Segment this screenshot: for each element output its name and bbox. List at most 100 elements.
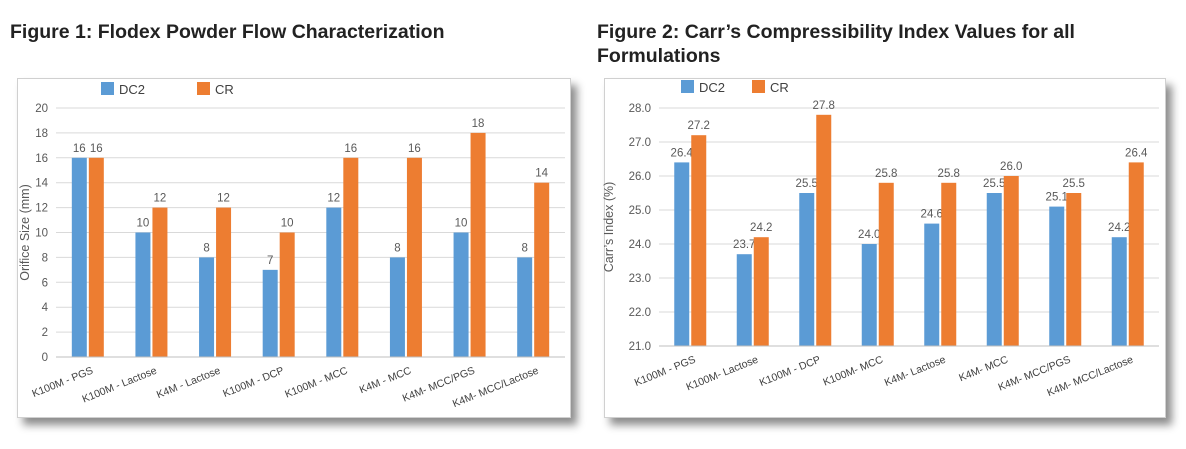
y-tick-label: 0 bbox=[42, 352, 48, 364]
y-tick-label: 22.0 bbox=[629, 307, 651, 319]
bar-dc2 bbox=[1111, 237, 1127, 346]
x-tick-label: K4M- Lactose bbox=[883, 354, 948, 389]
bar-cr bbox=[1128, 162, 1144, 346]
x-tick-label: K4M - Lactose bbox=[155, 365, 222, 402]
bar-dc2 bbox=[389, 257, 405, 357]
bar-dc2 bbox=[924, 223, 940, 346]
data-label: 8 bbox=[203, 242, 209, 254]
x-tick-label: K100M- Lactose bbox=[684, 354, 760, 394]
bar-dc2 bbox=[326, 207, 342, 357]
bar-dc2 bbox=[517, 257, 533, 357]
x-tick-label: K100M- MCC bbox=[821, 354, 885, 389]
figure-2-title: Figure 2: Carr’s Compressibility Index V… bbox=[597, 21, 1075, 67]
bar-cr bbox=[470, 132, 486, 357]
x-tick-label: K100M - DCP bbox=[758, 354, 823, 389]
y-tick-label: 21.0 bbox=[629, 341, 651, 353]
y-tick-label: 28.0 bbox=[629, 103, 651, 115]
data-label: 8 bbox=[394, 242, 400, 254]
bar-cr bbox=[279, 232, 295, 357]
data-label: 10 bbox=[281, 218, 294, 230]
data-label: 26.4 bbox=[671, 147, 694, 159]
data-label: 25.1 bbox=[1046, 192, 1068, 204]
bar-dc2 bbox=[262, 269, 278, 357]
bar-dc2 bbox=[861, 244, 877, 346]
bar-cr bbox=[88, 157, 104, 357]
data-label: 12 bbox=[154, 193, 167, 205]
y-tick-label: 4 bbox=[42, 302, 49, 314]
bar-dc2 bbox=[674, 162, 690, 346]
bar-dc2 bbox=[135, 232, 151, 357]
legend-label-dc2: DC2 bbox=[119, 82, 145, 97]
data-label: 16 bbox=[90, 143, 103, 155]
data-label: 25.5 bbox=[983, 178, 1005, 190]
bar-chart-1: 0 2 4 6 8 10 12 14 16 18 20 Orifice Size (mm) DC2 CR 1… bbox=[18, 82, 565, 410]
bar-cr bbox=[753, 237, 769, 346]
data-label: 25.8 bbox=[875, 168, 897, 180]
y-tick-label: 16 bbox=[35, 153, 48, 165]
y-tick-label: 2 bbox=[42, 327, 48, 339]
y-tick-label: 23.0 bbox=[629, 273, 651, 285]
data-label: 26.0 bbox=[1000, 161, 1022, 173]
y-tick-label: 18 bbox=[35, 128, 48, 140]
bar-dc2 bbox=[986, 193, 1002, 346]
y-tick-label: 12 bbox=[35, 203, 48, 215]
bar-dc2 bbox=[1049, 206, 1065, 346]
y-tick-label: 10 bbox=[35, 228, 48, 240]
data-label: 14 bbox=[535, 168, 548, 180]
data-label: 12 bbox=[327, 193, 340, 205]
bar-chart-2: 21.0 22.0 23.0 24.0 25.0 26.0 27.0 28.0 Carr’s I… bbox=[602, 80, 1159, 399]
data-label: 16 bbox=[344, 143, 357, 155]
legend-label-cr: CR bbox=[215, 82, 234, 97]
legend-label-dc2: DC2 bbox=[699, 80, 725, 95]
bar-cr bbox=[216, 207, 232, 357]
legend-label-cr: CR bbox=[770, 80, 789, 95]
data-label: 10 bbox=[137, 218, 150, 230]
data-label: 16 bbox=[408, 143, 421, 155]
y-tick-label: 25.0 bbox=[629, 205, 651, 217]
data-label: 27.8 bbox=[813, 100, 835, 112]
y-tick-label: 14 bbox=[35, 178, 48, 190]
bar-dc2 bbox=[453, 232, 469, 357]
data-label: 16 bbox=[73, 143, 86, 155]
data-label: 25.8 bbox=[938, 168, 960, 180]
bar-cr bbox=[816, 114, 832, 346]
data-label: 24.2 bbox=[1108, 222, 1130, 234]
bar-dc2 bbox=[736, 254, 752, 346]
data-label: 10 bbox=[455, 218, 468, 230]
bar-cr bbox=[152, 207, 168, 357]
data-label: 8 bbox=[521, 242, 527, 254]
bar-cr bbox=[534, 182, 550, 357]
figure-1-title: Figure 1: Flodex Powder Flow Characteriz… bbox=[10, 21, 445, 43]
y-tick-label: 24.0 bbox=[629, 239, 651, 251]
bar-dc2 bbox=[71, 157, 87, 357]
legend-swatch-cr bbox=[197, 82, 210, 95]
bar-dc2 bbox=[799, 193, 815, 346]
legend-swatch-cr bbox=[752, 80, 765, 93]
chart-panel-2: 21.0 22.0 23.0 24.0 25.0 26.0 27.0 28.0 Carr’s I… bbox=[602, 78, 1166, 418]
chart-panel-1: 0 2 4 6 8 10 12 14 16 18 20 Orifice Size (mm) DC2 CR 1… bbox=[17, 78, 571, 418]
bar-dc2 bbox=[199, 257, 215, 357]
x-tick-label: K100M - MCC bbox=[283, 365, 350, 401]
data-label: 12 bbox=[217, 193, 230, 205]
data-label: 25.5 bbox=[796, 178, 818, 190]
data-label: 24.6 bbox=[921, 209, 943, 221]
data-label: 25.5 bbox=[1063, 178, 1085, 190]
data-label: 18 bbox=[472, 118, 485, 130]
y-tick-label: 26.0 bbox=[629, 171, 651, 183]
y-tick-label: 6 bbox=[42, 277, 48, 289]
bar-cr bbox=[1003, 176, 1019, 346]
legend-swatch-dc2 bbox=[101, 82, 114, 95]
legend-swatch-dc2 bbox=[681, 80, 694, 93]
bar-cr bbox=[406, 157, 422, 357]
data-label: 7 bbox=[267, 255, 273, 267]
data-label: 27.2 bbox=[688, 120, 710, 132]
y-tick-label: 8 bbox=[42, 252, 48, 264]
y-axis-label: Carr’s Index (%) bbox=[602, 182, 616, 273]
bar-cr bbox=[1066, 193, 1082, 346]
bar-cr bbox=[878, 182, 894, 346]
y-tick-label: 27.0 bbox=[629, 137, 651, 149]
bar-cr bbox=[941, 182, 957, 346]
x-tick-label: K100M - DCP bbox=[221, 365, 286, 400]
data-label: 23.7 bbox=[733, 239, 755, 251]
data-label: 26.4 bbox=[1125, 147, 1148, 159]
